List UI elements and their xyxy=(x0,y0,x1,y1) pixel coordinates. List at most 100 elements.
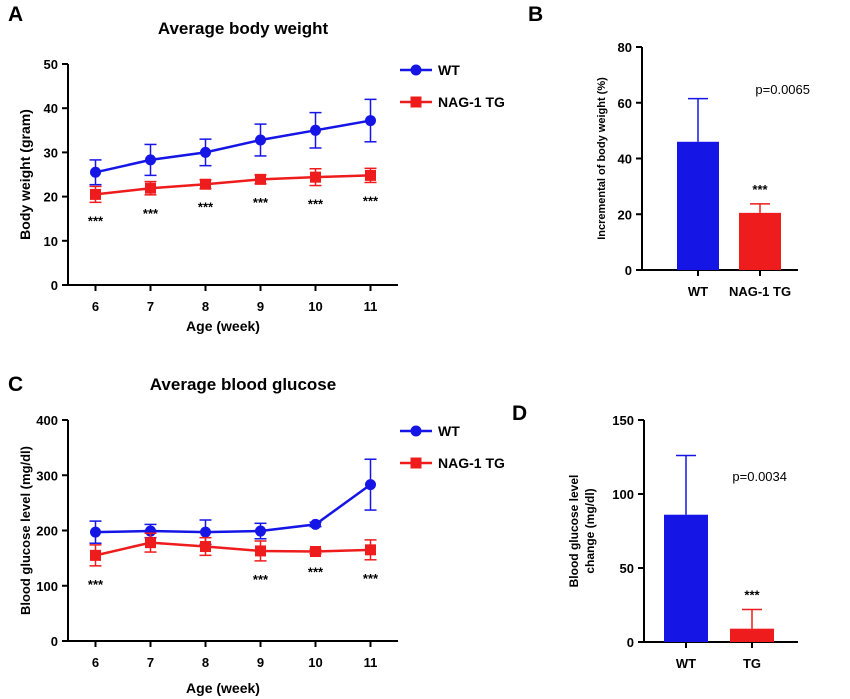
x-tick-label: 11 xyxy=(364,655,378,670)
significance-marker: *** xyxy=(308,565,324,580)
significance-marker: *** xyxy=(198,200,214,215)
x-tick-label: WT xyxy=(688,284,708,299)
legend-label: WT xyxy=(438,62,460,78)
legend-marker xyxy=(410,425,422,437)
data-point xyxy=(90,166,101,178)
x-tick-label: 9 xyxy=(257,655,264,670)
bar-nag-1-tg xyxy=(739,212,781,270)
x-tick-label: NAG-1 TG xyxy=(729,284,791,299)
data-point xyxy=(365,169,376,181)
y-tick-label: 50 xyxy=(44,57,58,72)
p-value-label: p=0.0065 xyxy=(755,82,810,97)
y-tick-label: 0 xyxy=(627,635,634,650)
bar-wt xyxy=(677,141,719,270)
y-tick-label: 0 xyxy=(625,263,632,278)
panel-a-line-chart: A 0 10 20 30 40 50 6 7 8 9 10 11 Average body weight A… xyxy=(8,3,505,334)
significance-marker: *** xyxy=(253,572,269,587)
x-tick-label: 10 xyxy=(308,655,322,670)
legend-label: WT xyxy=(438,423,460,439)
series-line-0 xyxy=(95,483,372,534)
legend-marker xyxy=(410,64,422,76)
significance-marker: *** xyxy=(752,182,768,197)
y-tick-label: 300 xyxy=(36,468,58,483)
data-point xyxy=(310,171,321,183)
x-tick-label: TG xyxy=(743,656,761,671)
data-point xyxy=(365,544,376,556)
significance-marker: *** xyxy=(88,577,104,592)
y-tick-label: 20 xyxy=(44,190,58,205)
data-point xyxy=(200,526,211,538)
y-tick-label: 400 xyxy=(36,413,58,428)
series-line-1 xyxy=(95,174,371,196)
data-point xyxy=(255,525,266,537)
panel-label: A xyxy=(8,3,23,26)
significance-marker: *** xyxy=(363,193,379,208)
data-point xyxy=(310,545,321,557)
chart-title: Average body weight xyxy=(158,19,329,38)
significance-marker: *** xyxy=(363,571,379,586)
panel-d-bar-chart: D 0 50 100 150 WT TG *** p=0.0034 Blood glucose l… xyxy=(512,402,798,671)
legend-marker xyxy=(410,457,422,469)
y-tick-label: 60 xyxy=(618,96,632,111)
data-point xyxy=(90,188,101,200)
y-tick-label: 150 xyxy=(612,413,634,428)
data-point xyxy=(365,479,376,491)
data-point xyxy=(365,115,376,127)
data-point xyxy=(200,146,211,158)
data-point xyxy=(145,182,156,194)
x-axis-label: Age (week) xyxy=(186,680,260,696)
y-tick-label: 10 xyxy=(44,234,58,249)
panel-label: C xyxy=(8,373,23,396)
series-line-1 xyxy=(95,541,371,557)
panel-label: D xyxy=(512,402,527,425)
data-point xyxy=(145,537,156,549)
y-tick-label: 50 xyxy=(620,561,634,576)
y-axis-label: Blood glucose level (mg/dl) xyxy=(18,446,33,615)
x-tick-label: 6 xyxy=(92,299,99,314)
data-point xyxy=(90,549,101,561)
y-tick-label: 0 xyxy=(51,278,58,293)
y-axis-label: Blood glucose level xyxy=(567,475,581,588)
data-point xyxy=(255,545,266,557)
x-tick-label: 10 xyxy=(308,299,322,314)
chart-title: Average blood glucose xyxy=(150,375,336,394)
data-point xyxy=(255,173,266,185)
y-axis-label: Body weight (gram) xyxy=(17,109,33,240)
y-tick-label: 200 xyxy=(36,524,58,539)
y-tick-label: 30 xyxy=(44,145,58,160)
significance-marker: *** xyxy=(744,587,760,602)
y-tick-label: 40 xyxy=(44,101,58,116)
data-point xyxy=(255,134,266,146)
data-point xyxy=(90,526,101,538)
y-tick-label: 100 xyxy=(36,579,58,594)
significance-marker: *** xyxy=(253,195,269,210)
panel-b-bar-chart: B 0 20 40 60 80 WT NAG-1 TG *** p=0.0065 Increment… xyxy=(528,3,810,299)
significance-marker: *** xyxy=(88,213,104,228)
significance-marker: *** xyxy=(143,206,159,221)
panel-c-line-chart: C 0 100 200 300 400 6 7 8 9 10 11 Average blood gluc… xyxy=(8,373,505,696)
legend-label: NAG-1 TG xyxy=(438,455,505,471)
legend-label: NAG-1 TG xyxy=(438,94,505,110)
x-tick-label: 8 xyxy=(202,299,209,314)
x-tick-label: WT xyxy=(676,656,696,671)
data-point xyxy=(310,518,321,530)
y-tick-label: 80 xyxy=(618,40,632,55)
series-line-0 xyxy=(95,119,371,174)
data-point xyxy=(310,124,321,136)
x-axis-label: Age (week) xyxy=(186,318,260,334)
panel-label: B xyxy=(528,3,543,26)
bar-wt xyxy=(664,514,708,642)
x-tick-label: 11 xyxy=(364,299,378,314)
x-tick-label: 7 xyxy=(147,299,154,314)
y-axis-label: change (mg/dl) xyxy=(583,488,597,573)
significance-marker: *** xyxy=(308,197,324,212)
data-point xyxy=(200,541,211,553)
x-tick-label: 9 xyxy=(257,299,264,314)
y-tick-label: 40 xyxy=(618,152,632,167)
x-tick-label: 7 xyxy=(147,655,154,670)
x-tick-label: 6 xyxy=(92,655,99,670)
x-tick-label: 8 xyxy=(202,655,209,670)
y-axis-label: Incremental of body weight (%) xyxy=(596,77,608,240)
p-value-label: p=0.0034 xyxy=(732,469,787,484)
